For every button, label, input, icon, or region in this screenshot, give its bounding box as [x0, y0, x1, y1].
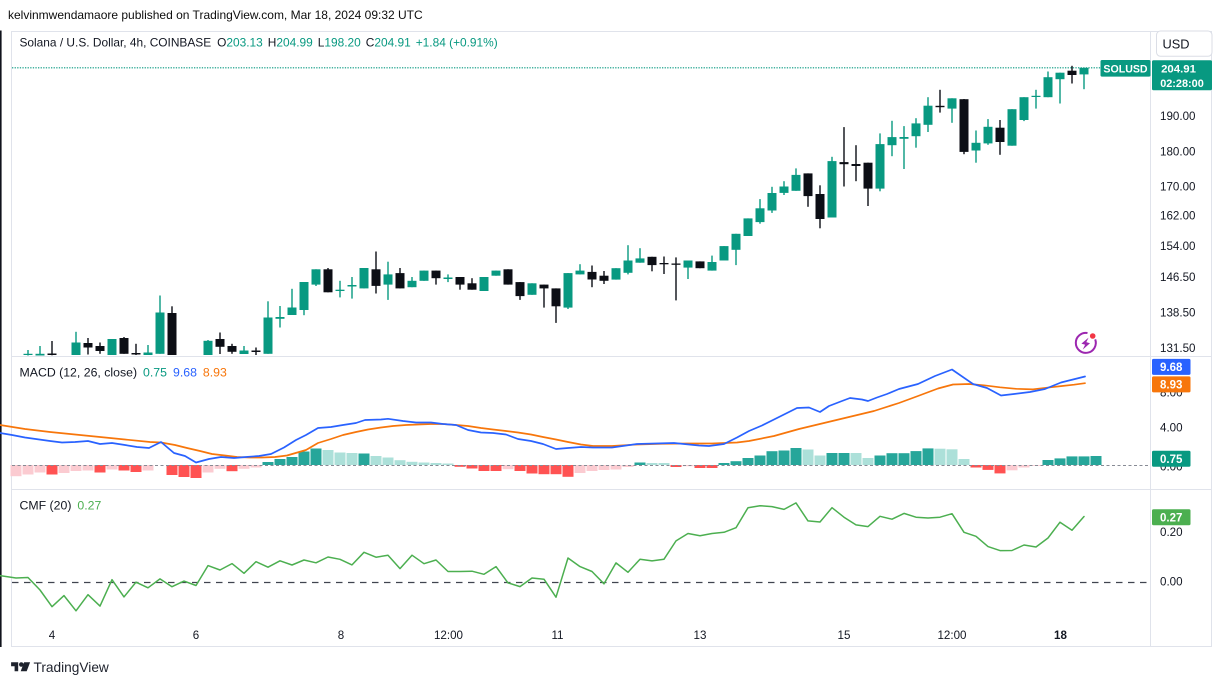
svg-text:MACD (12, 26, close)0.759.688.: MACD (12, 26, close) 0.75 9.68 8.93	[20, 366, 228, 380]
svg-text:9.68: 9.68	[1160, 362, 1183, 374]
svg-text:180.00: 180.00	[1160, 146, 1195, 159]
svg-text:CMF (20)0.27: CMF (20) 0.27	[20, 499, 102, 513]
svg-text:SOLUSD: SOLUSD	[1103, 63, 1147, 75]
svg-text:146.50: 146.50	[1160, 271, 1195, 284]
svg-text:TradingView: TradingView	[34, 660, 109, 675]
svg-text:11: 11	[551, 629, 563, 642]
svg-text:Solana / U.S. Dollar, 4h, COIN: Solana / U.S. Dollar, 4h, COINBASE O203.1…	[20, 36, 498, 50]
svg-text:154.00: 154.00	[1160, 240, 1195, 253]
svg-text:6: 6	[193, 629, 199, 642]
svg-text:131.50: 131.50	[1160, 342, 1195, 355]
svg-text:162.00: 162.00	[1160, 210, 1195, 223]
svg-text:18: 18	[1054, 629, 1067, 642]
svg-text:138.50: 138.50	[1160, 307, 1195, 320]
svg-text:02:28:00: 02:28:00	[1160, 78, 1204, 90]
svg-text:4: 4	[49, 629, 56, 642]
svg-text:15: 15	[838, 629, 851, 642]
svg-text:204.91: 204.91	[1161, 63, 1197, 75]
svg-text:0.00: 0.00	[1160, 576, 1183, 589]
svg-text:kelvinmwendamaore published on: kelvinmwendamaore published on TradingVi…	[8, 8, 423, 22]
svg-text:4.00: 4.00	[1160, 422, 1183, 435]
svg-text:12:00: 12:00	[434, 629, 463, 642]
svg-text:13: 13	[694, 629, 707, 642]
svg-text:0.20: 0.20	[1160, 526, 1183, 539]
svg-text:12:00: 12:00	[937, 629, 966, 642]
svg-text:USD: USD	[1162, 37, 1189, 52]
svg-text:0.27: 0.27	[1160, 513, 1182, 525]
svg-text:8.93: 8.93	[1160, 380, 1182, 392]
svg-text:170.00: 170.00	[1160, 181, 1195, 194]
svg-text:190.00: 190.00	[1160, 110, 1195, 123]
svg-text:0.75: 0.75	[1160, 454, 1183, 466]
svg-text:8: 8	[338, 629, 344, 642]
